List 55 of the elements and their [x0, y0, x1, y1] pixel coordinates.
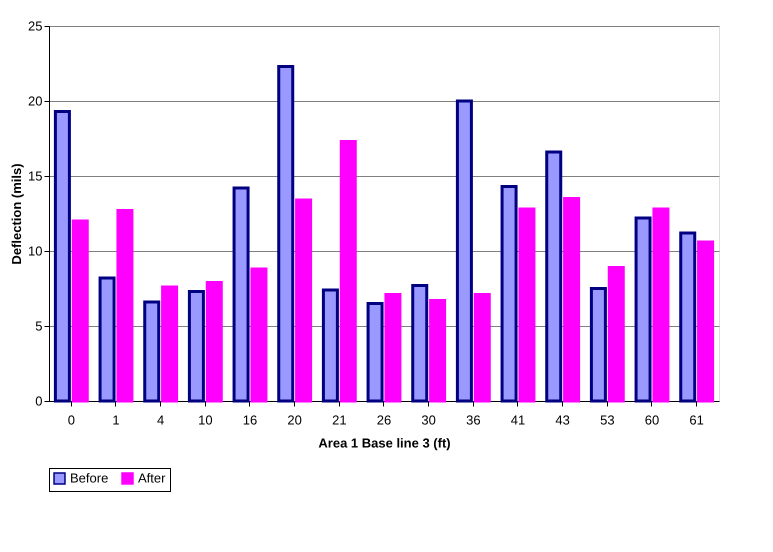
y-tick-label: 15 — [28, 168, 42, 184]
bar — [250, 268, 268, 402]
bar — [518, 208, 536, 402]
bar — [384, 293, 402, 402]
bar — [608, 266, 625, 402]
bar — [161, 286, 178, 402]
x-axis-title: Area 1 Base line 3 (ft) — [318, 436, 451, 450]
bar — [411, 284, 428, 402]
bar — [429, 299, 446, 402]
bar — [72, 220, 89, 402]
bar — [277, 65, 294, 402]
bar — [366, 302, 384, 402]
bar — [206, 281, 223, 402]
bar — [590, 287, 607, 402]
bar — [500, 185, 518, 402]
bar — [322, 288, 339, 402]
bar — [54, 110, 71, 402]
legend-label: After — [138, 470, 166, 486]
y-tick-label: 5 — [35, 318, 42, 334]
bar — [474, 293, 491, 402]
x-tick-label: 61 — [689, 412, 704, 428]
y-tick-label: 25 — [28, 18, 42, 34]
x-tick-label: 36 — [466, 412, 481, 428]
x-tick-label: 20 — [287, 412, 302, 428]
bar — [116, 209, 134, 402]
bar — [456, 100, 473, 402]
bar — [652, 208, 670, 402]
x-tick-label: 10 — [198, 412, 213, 428]
y-tick-label: 10 — [28, 244, 42, 258]
y-tick-label: 0 — [35, 394, 42, 408]
bar — [697, 240, 714, 402]
x-tick-label: 4 — [157, 412, 164, 428]
bar — [679, 232, 696, 402]
x-tick-label: 60 — [644, 412, 660, 428]
x-tick-label: 1 — [112, 412, 120, 428]
bar — [232, 186, 250, 402]
x-tick-label: 41 — [510, 412, 526, 428]
bar — [188, 290, 205, 402]
x-tick-label: 16 — [242, 412, 258, 428]
bar — [563, 197, 580, 402]
bar — [545, 150, 562, 402]
bar — [98, 276, 116, 402]
x-tick-label: 21 — [332, 412, 347, 428]
bar — [340, 140, 357, 402]
x-tick-label: 0 — [68, 412, 75, 428]
bar — [634, 216, 652, 402]
bar — [295, 198, 312, 402]
x-tick-label: 53 — [600, 412, 615, 428]
y-tick-label: 20 — [28, 94, 42, 108]
x-tick-label: 43 — [555, 412, 570, 428]
x-tick-label: 30 — [421, 412, 436, 428]
bar — [143, 300, 160, 402]
y-axis-title: Deflection (mils) — [9, 163, 24, 265]
x-tick-label: 26 — [376, 412, 392, 428]
legend-label: Before — [70, 470, 108, 486]
